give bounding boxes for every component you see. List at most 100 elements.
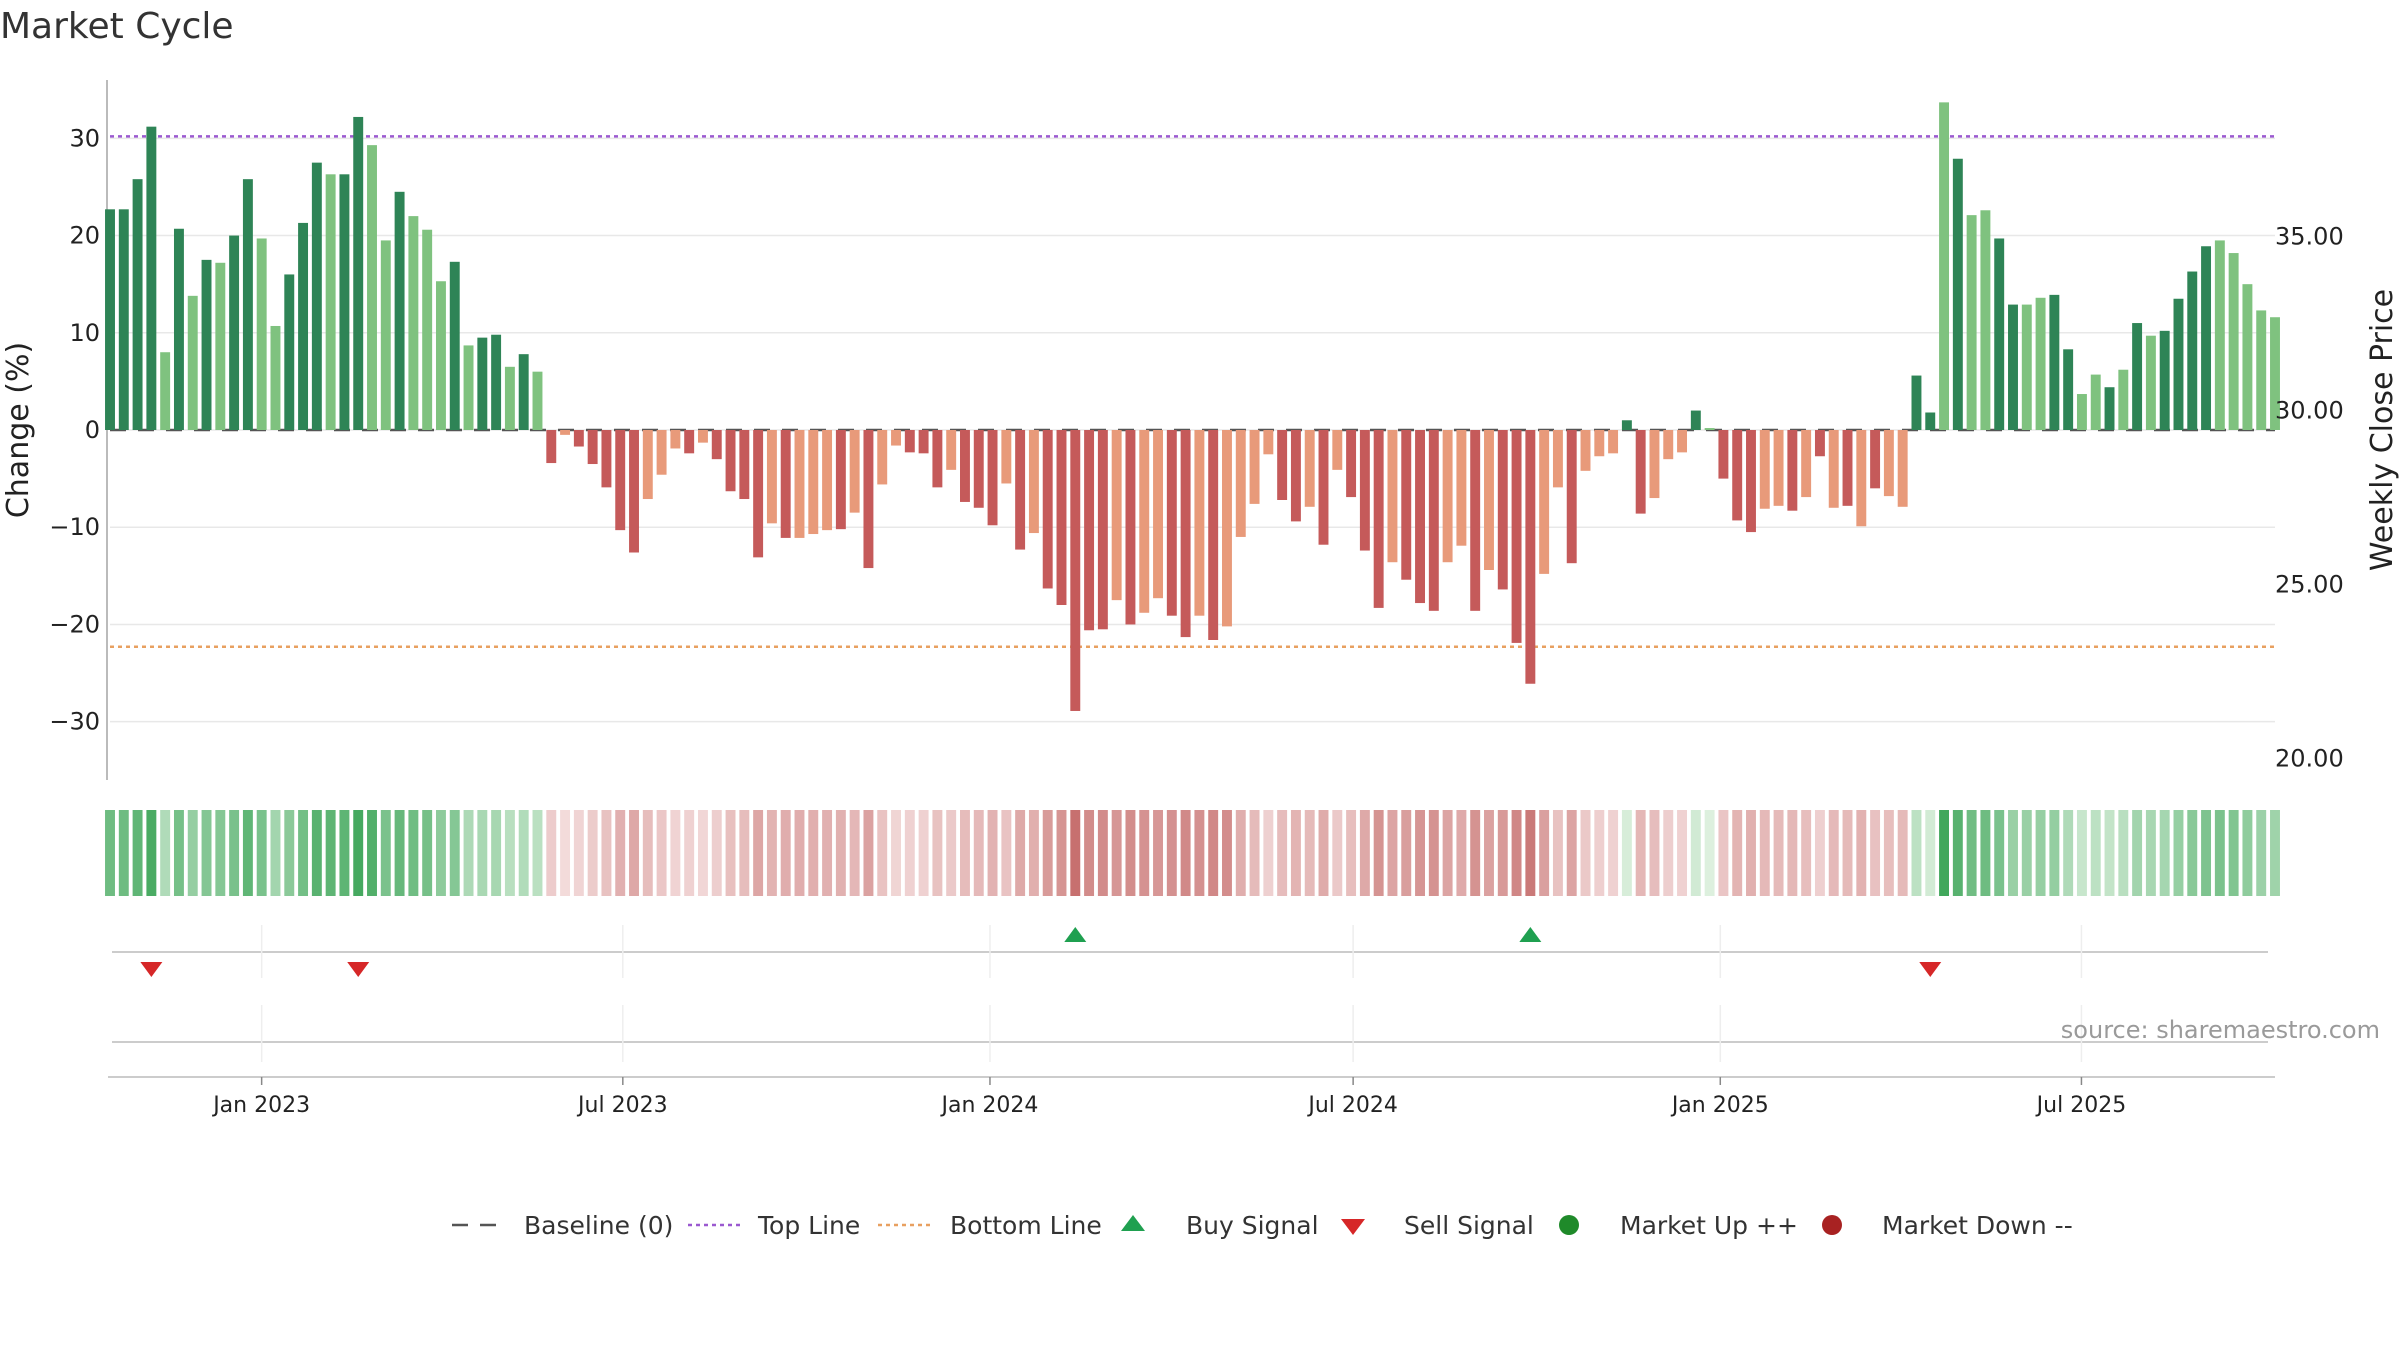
heat-cell <box>118 810 129 896</box>
change-bar <box>532 371 543 430</box>
heat-cell <box>1635 810 1646 896</box>
change-bar <box>449 261 460 430</box>
change-bar <box>808 430 819 535</box>
change-bar <box>2049 294 2060 430</box>
heat-cell <box>1111 810 1122 896</box>
heat-cell <box>2228 810 2239 896</box>
change-bar <box>1456 430 1467 546</box>
change-bar <box>325 174 336 430</box>
change-bar <box>422 229 433 430</box>
change-bar <box>1994 238 2005 430</box>
heat-cell <box>160 810 171 896</box>
heat-cell <box>1814 810 1825 896</box>
heat-cell <box>2090 810 2101 896</box>
heat-cell <box>463 810 474 896</box>
change-bar <box>1042 430 1053 589</box>
change-bar <box>1704 428 1715 430</box>
change-bar <box>1153 430 1163 599</box>
change-bar <box>670 430 681 449</box>
heat-cell <box>1359 810 1370 896</box>
change-bar <box>2021 304 2032 430</box>
change-bar <box>2159 330 2170 430</box>
change-bar <box>573 430 584 447</box>
heat-cell <box>1566 810 1577 896</box>
y2-tick-label: 35.00 <box>2275 223 2344 251</box>
heat-cell <box>1552 810 1563 896</box>
change-bar <box>1883 430 1894 497</box>
change-bar <box>1139 430 1150 613</box>
heat-cell <box>477 810 488 896</box>
change-bar <box>1621 420 1632 430</box>
change-bar <box>1111 430 1122 601</box>
heat-cell <box>1180 810 1191 896</box>
heat-cell <box>1925 810 1936 896</box>
change-bar <box>1718 430 1729 479</box>
change-bar <box>877 430 888 485</box>
heat-cell <box>422 810 433 896</box>
heat-cell <box>132 810 143 896</box>
heat-cell <box>1870 810 1881 896</box>
change-bar <box>1028 430 1039 534</box>
heat-cell <box>2187 810 2198 896</box>
change-bar <box>1373 430 1384 608</box>
heat-cell <box>1759 810 1770 896</box>
change-bar <box>1939 102 1950 430</box>
heat-cell <box>394 810 405 896</box>
heat-cell <box>1966 810 1977 896</box>
change-bar <box>1759 430 1770 509</box>
y-axis-label: Change (%) <box>1 342 36 518</box>
heat-cell <box>1249 810 1260 896</box>
heat-cell <box>1939 810 1950 896</box>
heat-cell <box>794 810 805 896</box>
heat-cell <box>1621 810 1632 896</box>
heat-cell <box>725 810 736 896</box>
heat-cell <box>339 810 350 896</box>
change-bar <box>463 345 474 430</box>
change-bar <box>491 334 502 430</box>
heat-cell <box>298 810 309 896</box>
heat-cell <box>2049 810 2060 896</box>
heat-cell <box>973 810 984 896</box>
change-bar <box>1442 430 1453 563</box>
heat-cell <box>1084 810 1095 896</box>
change-bar <box>146 126 157 431</box>
heat-cell <box>242 810 253 896</box>
change-bar <box>1125 430 1136 625</box>
heat-cell <box>960 810 970 896</box>
change-bar <box>132 179 143 430</box>
change-bar <box>642 430 653 500</box>
heat-cell <box>408 810 419 896</box>
change-bar <box>367 145 377 430</box>
heat-cell <box>1663 810 1674 896</box>
heat-cell <box>173 810 184 896</box>
change-bar <box>2242 284 2253 430</box>
change-bar <box>1484 430 1494 570</box>
change-bar <box>242 179 253 430</box>
heat-cell <box>2214 810 2225 896</box>
heat-cell <box>1897 810 1908 896</box>
y-tick-label: −10 <box>49 513 100 541</box>
change-bar <box>1001 430 1012 484</box>
heat-cell <box>1125 810 1136 896</box>
heat-cell <box>532 810 543 896</box>
heat-cell <box>1649 810 1660 896</box>
legend-item: Bottom Line <box>878 1211 1102 1240</box>
change-bar <box>435 281 446 430</box>
heat-cell <box>877 810 888 896</box>
triangle-up-icon <box>1121 1215 1145 1231</box>
change-bar <box>1925 412 1936 430</box>
heat-cell <box>2008 810 2018 896</box>
change-bar <box>201 259 212 430</box>
heat-cell <box>670 810 681 896</box>
heat-cell <box>1456 810 1467 896</box>
change-bar <box>711 430 722 460</box>
change-bar <box>2076 394 2087 430</box>
heat-cell <box>1346 810 1357 896</box>
change-bar <box>2063 349 2074 430</box>
heat-cell <box>1139 810 1150 896</box>
change-bar <box>173 228 184 430</box>
change-bar <box>339 174 350 430</box>
change-bar <box>256 238 267 430</box>
heat-cell <box>1428 810 1439 896</box>
y-tick-label: 10 <box>69 319 100 347</box>
